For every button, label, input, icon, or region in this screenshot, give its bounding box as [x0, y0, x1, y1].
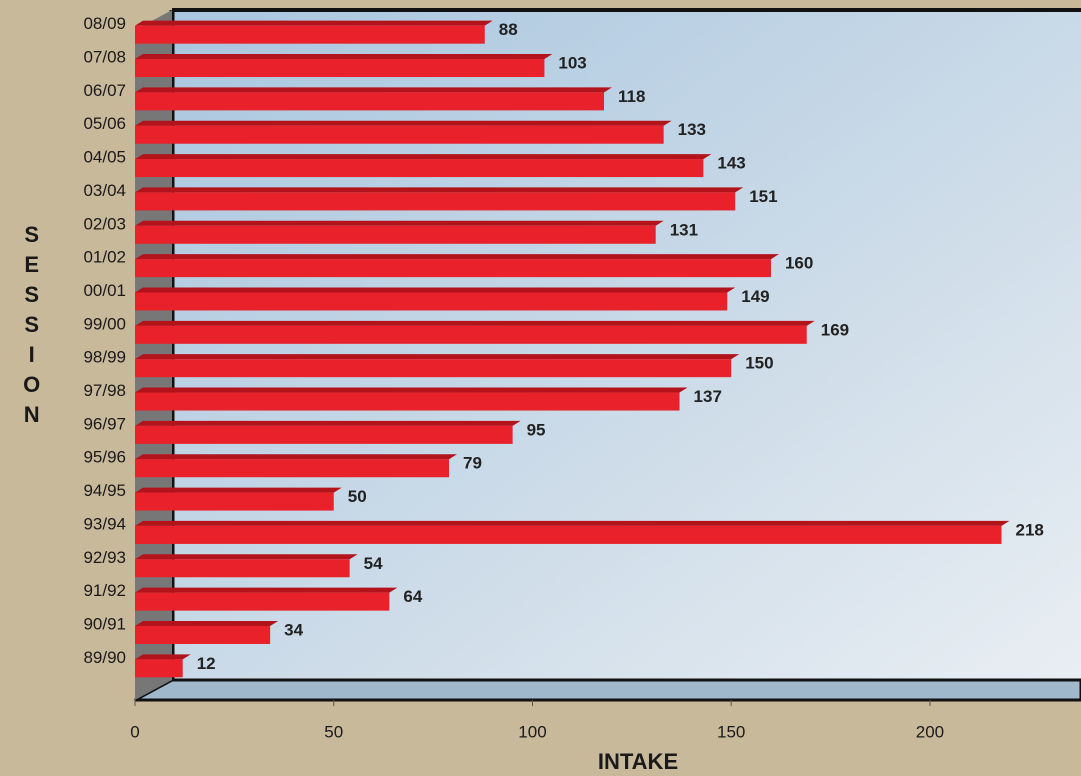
value-label: 150	[745, 354, 773, 373]
y-tick-label: 00/01	[83, 281, 126, 300]
value-label: 95	[527, 420, 546, 439]
bar	[135, 59, 545, 78]
y-tick-label: 97/98	[83, 381, 126, 400]
y-tick-label: 92/93	[83, 548, 126, 567]
bar-top	[135, 454, 458, 460]
y-tick-label: 94/95	[83, 481, 126, 500]
value-label: 131	[670, 220, 698, 239]
bar	[135, 625, 271, 644]
y-tick-label: 07/08	[83, 48, 126, 67]
value-label: 169	[821, 320, 849, 339]
y-tick-label: 99/00	[83, 314, 126, 333]
x-tick-label: 0	[130, 722, 139, 741]
y-tick-label: 98/99	[83, 348, 126, 367]
y-tick-label: 93/94	[83, 514, 126, 533]
y-tick-label: 05/06	[83, 114, 126, 133]
bar	[135, 392, 680, 411]
y-tick-label: 08/09	[83, 14, 126, 33]
bar	[135, 525, 1002, 544]
value-label: 50	[348, 487, 367, 506]
bar	[135, 292, 728, 311]
y-tick-label: 04/05	[83, 148, 126, 167]
value-label: 160	[785, 254, 813, 273]
bar	[135, 159, 704, 178]
bar-top	[135, 120, 672, 126]
y-tick-label: 90/91	[83, 614, 126, 633]
bar	[135, 125, 664, 144]
bar-top	[135, 654, 191, 660]
bar	[135, 425, 513, 444]
bar-top	[135, 220, 664, 226]
bar	[135, 459, 450, 478]
y-tick-label: 01/02	[83, 248, 126, 267]
bar-top	[135, 487, 342, 493]
bar	[135, 25, 485, 44]
bar-top	[135, 387, 688, 393]
y-tick-label: 91/92	[83, 581, 126, 600]
x-tick-label: 100	[518, 722, 546, 741]
y-tick-label: 06/07	[83, 81, 126, 100]
bar-top	[135, 154, 712, 160]
bar-top	[135, 554, 358, 560]
value-label: 151	[749, 187, 777, 206]
y-tick-label: 89/90	[83, 648, 126, 667]
bar-top	[135, 320, 815, 326]
bar-top	[135, 287, 736, 293]
bar	[135, 259, 771, 278]
value-label: 118	[618, 87, 645, 106]
bar-top	[135, 254, 779, 260]
bar-top	[135, 587, 398, 593]
value-label: 137	[694, 387, 722, 406]
y-tick-label: 96/97	[83, 414, 126, 433]
value-label: 143	[717, 154, 745, 173]
bar	[135, 359, 732, 378]
value-label: 149	[741, 287, 769, 306]
bar	[135, 559, 350, 578]
value-label: 103	[558, 54, 586, 73]
bar-top	[135, 620, 279, 626]
floor	[134, 678, 1081, 702]
value-label: 54	[364, 554, 383, 573]
bar-top	[135, 420, 521, 426]
bar	[135, 592, 390, 611]
value-label: 12	[197, 654, 216, 673]
bar-top	[135, 87, 613, 93]
value-label: 218	[1016, 520, 1044, 539]
bar	[135, 225, 656, 244]
value-label: 34	[284, 620, 303, 639]
bar-top	[135, 354, 740, 360]
bar-top	[135, 187, 744, 193]
bar-top	[135, 520, 1010, 526]
value-label: 88	[499, 20, 518, 39]
y-tick-label: 95/96	[83, 448, 126, 467]
x-axis-title: INTAKE	[598, 749, 678, 774]
x-tick-label: 50	[324, 722, 343, 741]
y-tick-label: 02/03	[83, 214, 126, 233]
value-label: 79	[463, 454, 482, 473]
bar	[135, 659, 183, 678]
bar	[135, 192, 736, 211]
x-tick-label: 200	[916, 722, 944, 741]
bar	[135, 325, 807, 344]
bar-top	[135, 20, 493, 26]
bar-top	[135, 54, 553, 60]
bar	[135, 92, 605, 111]
plot-area	[172, 10, 1081, 680]
x-tick-label: 150	[717, 722, 745, 741]
y-tick-label: 03/04	[83, 181, 126, 200]
value-label: 64	[403, 587, 422, 606]
bar	[135, 492, 334, 511]
value-label: 133	[678, 120, 706, 139]
y-axis-title: SESSION	[19, 222, 44, 432]
